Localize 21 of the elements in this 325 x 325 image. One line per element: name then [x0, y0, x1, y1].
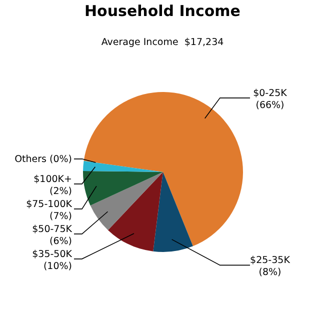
slice-label: $0-25K — [253, 88, 288, 99]
chart-title: Household Income — [84, 2, 240, 20]
data-label: (8%) — [258, 267, 282, 278]
legend-label: Others (0%) — [14, 154, 72, 165]
pie-slice — [83, 170, 163, 206]
data-label: (6%) — [50, 236, 72, 247]
slice-label: $75-100K — [26, 198, 73, 210]
data-label: (2%) — [50, 186, 72, 197]
pie-slice — [90, 172, 163, 230]
chart-subtitle: Average Income $17,234 — [101, 37, 224, 48]
data-label: (10%) — [43, 260, 72, 272]
slice-label: $25-35K — [250, 255, 291, 266]
slice-label: $50-75K — [32, 224, 73, 235]
data-label: (66%) — [256, 100, 284, 111]
pie-slice — [153, 172, 193, 252]
pie-slice — [83, 160, 163, 172]
slice-label: $35-50K — [32, 248, 73, 260]
pie-slice — [108, 172, 163, 252]
pie-slice — [84, 92, 243, 246]
slice-label: $100K+ — [34, 174, 72, 185]
data-label: (7%) — [50, 210, 72, 222]
